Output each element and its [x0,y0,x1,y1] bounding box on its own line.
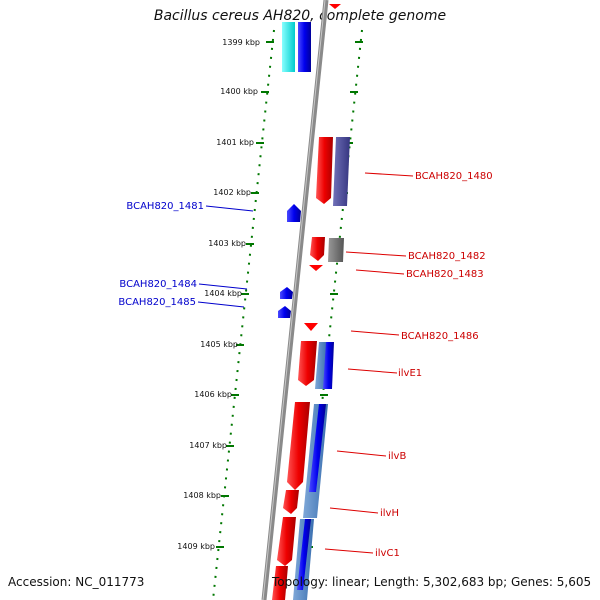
genome-stats-text: Topology: linear; Length: 5,302,683 bp; … [272,575,592,589]
label-ilvc1: ilvC1 [375,548,400,559]
kbp-label-1409: 1409 kbp [177,542,215,551]
gene-bottom-red [272,566,288,600]
kbp-label-1407: 1407 kbp [189,441,227,450]
gene-blue-ilvb [309,404,326,492]
callout-lines-right [324,172,414,554]
genome-backbone-highlight [262,0,326,600]
label-bcah820-1482: BCAH820_1482 [408,251,486,262]
gene-bcah820-1482 [310,237,325,261]
gene-ilvb [287,402,310,490]
label-bcah820-1485: BCAH820_1485 [118,297,196,308]
kbp-label-1402: 1402 kbp [213,188,251,197]
kbp-label-1408: 1408 kbp [183,491,221,500]
gene-slate-1480 [333,137,350,206]
label-ilvb: ilvB [388,451,406,462]
gene-ilvh [283,490,299,514]
kbp-label-1404: 1404 kbp [204,289,242,298]
kbp-label-1406: 1406 kbp [194,390,232,399]
gene-grey-1482 [328,238,344,262]
gene-cyan [282,22,295,72]
kbp-guide-left [212,29,275,600]
label-bcah820-1483: BCAH820_1483 [406,269,484,280]
gene-bcah820-1480 [316,137,333,204]
gene-ilve1 [298,341,317,386]
callout-lines-left [197,205,254,308]
label-ilvh: ilvH [380,508,399,519]
gene-bcah820-1485 [278,306,291,318]
gene-blue-top [298,22,311,72]
kbp-label-1400: 1400 kbp [220,87,258,96]
label-bcah820-1486: BCAH820_1486 [401,331,479,342]
kbp-label-1403: 1403 kbp [208,239,246,248]
genome-backbone [261,0,329,600]
label-bcah820-1484: BCAH820_1484 [119,279,197,290]
label-bcah820-1480: BCAH820_1480 [415,171,493,182]
gene-bcah820-1486 [304,323,318,331]
kbp-label-1405: 1405 kbp [200,340,238,349]
gene-bcah820-1481 [287,204,301,222]
gene-blue-ilve1 [323,342,334,389]
accession-text: Accession: NC_011773 [8,575,145,589]
gene-blue-ilvc1 [297,519,311,590]
kbp-label-1401: 1401 kbp [216,138,254,147]
gene-top-stub [329,4,341,9]
gene-ilvc1 [277,517,296,566]
kbp-label-1399: 1399 kbp [222,38,260,47]
label-bcah820-1481: BCAH820_1481 [126,201,204,212]
gene-bcah820-1484 [280,287,293,299]
map-title: Bacillus cereus AH820, complete genome [153,8,447,24]
label-ilve1: ilvE1 [398,368,422,379]
gene-bcah820-1483 [309,265,323,271]
